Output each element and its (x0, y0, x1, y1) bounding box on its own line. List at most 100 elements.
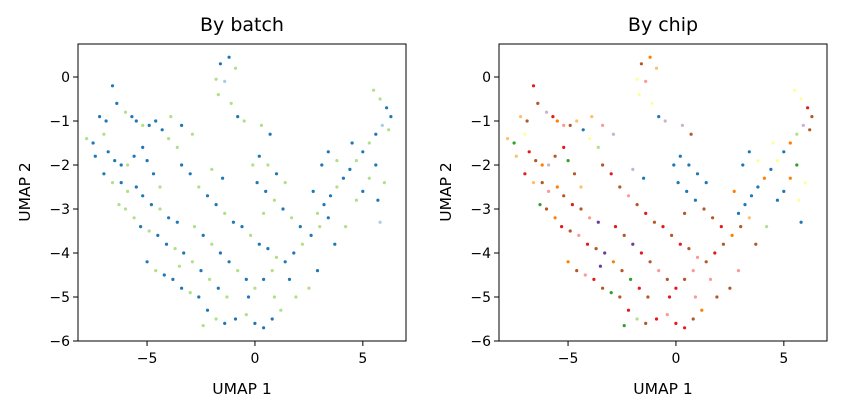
by-chip-point-73 (670, 233, 674, 237)
by-batch-point-127 (361, 189, 365, 193)
by-chip-point-42 (560, 225, 564, 229)
by-chip-point-80 (730, 233, 734, 237)
by-batch-point-86 (218, 251, 222, 255)
by-chip-point-50 (583, 273, 587, 277)
by-batch-point-140 (190, 132, 194, 136)
by-chip-point-55 (626, 308, 631, 312)
by-batch-point-144 (242, 119, 246, 123)
by-chip-point-35 (562, 194, 566, 198)
by-chip-point-69 (635, 203, 639, 207)
by-chip-points (506, 55, 814, 330)
by-chip-point-21 (596, 145, 600, 149)
by-batch-point-9 (102, 132, 106, 136)
by-chip-point-30 (523, 172, 527, 176)
by-chip-point-16 (562, 123, 566, 127)
by-chip-point-60 (674, 321, 678, 325)
by-chip-point-53 (609, 291, 613, 295)
by-chip-x-tick-label: 0 (671, 351, 680, 367)
by-chip-point-100 (678, 154, 682, 158)
by-batch-point-31 (110, 181, 115, 185)
by-chip-point-24 (540, 163, 544, 167)
by-chip-point-22 (527, 150, 531, 154)
by-batch-point-30 (102, 172, 106, 176)
by-chip-point-7 (519, 115, 523, 119)
by-chip-point-47 (603, 251, 607, 255)
by-chip-point-19 (581, 128, 585, 132)
by-chip-point-12 (536, 101, 540, 105)
by-chip-point-51 (592, 277, 596, 281)
by-chip-point-57 (644, 321, 648, 325)
by-batch-y-tick-label: −4 (49, 246, 70, 262)
by-chip-x-tick-label: 5 (779, 351, 788, 367)
by-batch-point-52 (180, 286, 184, 290)
by-batch-y-tick-label: −6 (49, 334, 70, 350)
by-batch-point-94 (199, 269, 203, 273)
by-batch-point-4 (223, 79, 227, 83)
by-chip-point-106 (693, 198, 698, 202)
by-chip-point-52 (601, 286, 605, 290)
by-chip-point-71 (652, 220, 657, 224)
by-batch-point-129 (376, 198, 380, 202)
by-batch-x-tick-label: −5 (137, 351, 158, 367)
by-chip-point-96 (637, 286, 641, 290)
by-chip-point-43 (568, 229, 572, 233)
by-batch-point-102 (274, 172, 279, 176)
by-chip-y-tick-label: 0 (482, 70, 491, 86)
by-chip-point-105 (685, 189, 689, 193)
by-batch-point-32 (119, 181, 123, 185)
by-batch-point-95 (208, 277, 212, 281)
by-chip-point-140 (611, 132, 616, 136)
by-chip-point-89 (665, 277, 669, 281)
by-batch-point-139 (180, 123, 184, 127)
by-batch-point-38 (167, 216, 171, 220)
by-batch-point-48 (145, 260, 149, 264)
by-batch-point-88 (236, 269, 240, 273)
by-batch-point-5 (216, 93, 220, 97)
by-batch-point-125 (374, 163, 378, 167)
by-batch-point-109 (298, 225, 302, 229)
by-batch-point-33 (126, 189, 130, 193)
by-batch-point-97 (225, 295, 229, 299)
by-chip-point-14 (551, 115, 555, 119)
by-batch-point-92 (270, 269, 274, 273)
by-batch-x-tick-label: 5 (358, 351, 367, 367)
by-batch-point-150 (117, 203, 121, 207)
by-chip-y-tick-label: −5 (470, 290, 491, 306)
by-batch-point-27 (141, 145, 145, 149)
by-batch-point-65 (180, 163, 184, 167)
by-batch-point-82 (326, 216, 330, 220)
by-batch-x-tick-label: 0 (250, 351, 259, 367)
by-batch-point-10 (91, 141, 95, 145)
by-chip-point-147 (715, 295, 719, 299)
by-chip-point-33 (547, 189, 551, 193)
by-batch-x-axis-label: UMAP 1 (212, 380, 271, 398)
by-batch-point-115 (374, 132, 378, 136)
by-chip-point-76 (695, 255, 700, 259)
by-batch-point-87 (227, 260, 231, 264)
by-batch-point-114 (380, 123, 384, 127)
by-chip-point-87 (648, 260, 652, 264)
by-batch-point-51 (171, 277, 175, 281)
by-chip-point-77 (704, 260, 708, 264)
by-chip-point-63 (700, 308, 704, 312)
by-batch-point-66 (188, 172, 192, 176)
by-batch-point-0 (227, 55, 231, 59)
by-chip-point-4 (644, 79, 648, 83)
by-chip-point-26 (553, 154, 557, 158)
by-chip-point-70 (644, 211, 648, 215)
by-chip-point-150 (538, 203, 542, 207)
by-chip-point-126 (788, 176, 792, 180)
by-chip-point-23 (534, 159, 538, 163)
by-chip-point-149 (693, 295, 698, 299)
by-batch-point-1 (233, 66, 238, 70)
by-chip-point-95 (629, 277, 633, 281)
by-batch-point-21 (175, 145, 179, 149)
by-batch-point-96 (216, 286, 220, 290)
by-chip-point-31 (531, 181, 536, 185)
by-batch-point-83 (192, 225, 197, 229)
by-batch-point-43 (147, 229, 151, 233)
by-batch-point-76 (274, 255, 279, 259)
by-batch-point-57 (223, 321, 227, 325)
by-chip-point-13 (544, 110, 549, 114)
